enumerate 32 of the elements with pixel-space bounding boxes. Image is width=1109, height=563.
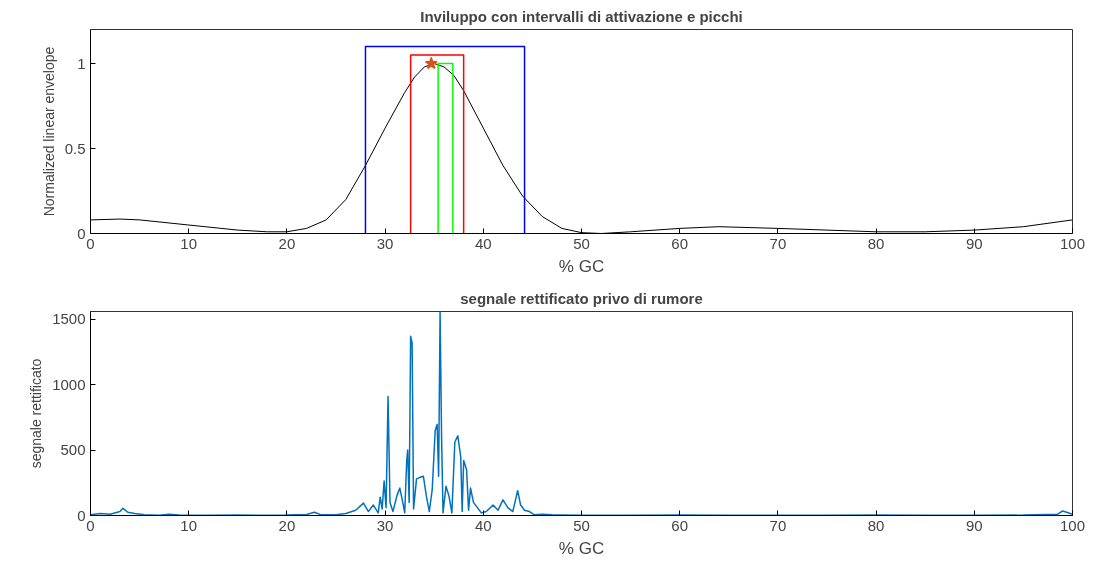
x-tick-label: 100	[1059, 516, 1086, 534]
y-tick-label: 0.5	[64, 139, 86, 157]
chart-title: Inviluppo con intervalli di attivazione e picchi	[420, 7, 743, 25]
x-tick-label: 90	[965, 516, 983, 534]
x-tick-label: 80	[867, 516, 885, 534]
x-tick-label: 70	[769, 516, 787, 534]
chart-title: segnale rettificato privo di rumore	[460, 289, 703, 307]
x-tick-label: 50	[573, 234, 590, 252]
y-tick-label: 1	[77, 54, 86, 72]
x-tick-label: 30	[376, 234, 394, 252]
x-tick-label: 100	[1059, 234, 1086, 252]
y-axis-title: Normalized linear envelope	[40, 46, 57, 217]
x-tick-label: 80	[867, 234, 885, 252]
x-tick-label: 50	[573, 516, 590, 534]
x-tick-label: 60	[671, 234, 689, 252]
y-tick-label: 1000	[52, 375, 86, 393]
x-tick-label: 30	[376, 516, 394, 534]
x-tick-label: 10	[180, 516, 198, 534]
x-tick-label: 40	[474, 234, 492, 252]
x-tick-label: 70	[769, 234, 787, 252]
x-tick-label: 20	[278, 516, 296, 534]
line-series	[90, 311, 1073, 516]
x-axis-title: % GC	[558, 538, 605, 558]
x-tick-label: 10	[180, 234, 198, 252]
x-tick-label: 90	[965, 234, 983, 252]
x-tick-label: 40	[474, 516, 492, 534]
y-tick-label: 1500	[52, 310, 86, 328]
y-axis-title: segnale rettificato	[28, 358, 45, 469]
x-tick-label: 20	[278, 234, 296, 252]
y-tick-label: 500	[60, 441, 86, 459]
x-tick-label: 60	[671, 516, 689, 534]
x-axis-title: % GC	[558, 256, 605, 276]
